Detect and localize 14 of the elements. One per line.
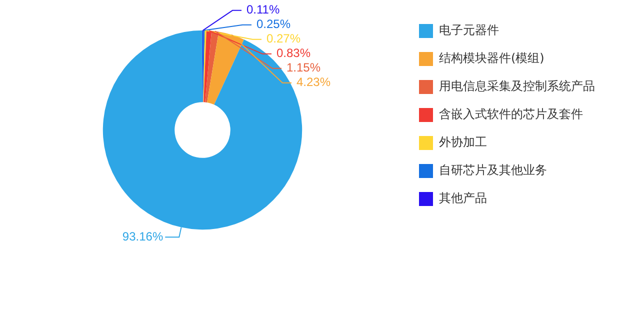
legend-label: 外协加工	[439, 135, 487, 150]
data-label: 0.25%	[256, 17, 291, 32]
data-label: 93.16%	[122, 229, 164, 244]
legend-label: 含嵌入式软件的芯片及套件	[439, 107, 583, 122]
data-label: 4.23%	[296, 75, 331, 90]
data-label: 1.15%	[286, 60, 321, 75]
legend-label: 自研芯片及其他业务	[439, 163, 547, 178]
legend-label: 结构模块器件(模组)	[439, 51, 544, 66]
data-label: 0.83%	[276, 46, 311, 60]
legend-label: 电子元器件	[439, 23, 499, 38]
data-label: 0.27%	[266, 32, 301, 46]
legend-label: 其他产品	[439, 191, 487, 206]
data-label: 0.11%	[246, 2, 280, 17]
legend-label: 用电信息采集及控制系统产品	[439, 79, 595, 94]
